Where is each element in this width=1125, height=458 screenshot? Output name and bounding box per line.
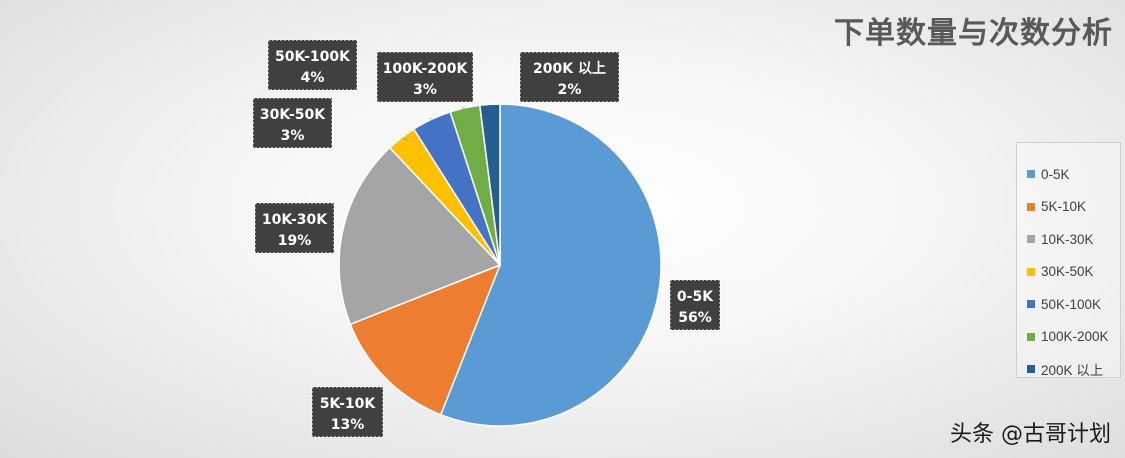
legend-item: 0-5K xyxy=(1017,158,1120,191)
data-label-box xyxy=(267,39,358,91)
data-label: 30K-50K 3% xyxy=(252,97,333,149)
data-label-value: 56% xyxy=(678,310,712,326)
legend-swatch xyxy=(1027,267,1035,276)
data-label-box xyxy=(252,97,333,149)
pie-slice-5K-10K xyxy=(349,263,502,416)
leader-line xyxy=(401,137,409,141)
data-label-value: 13% xyxy=(331,417,365,433)
legend-item: 100K-200K xyxy=(1017,321,1120,354)
data-label-category: 10K-30K xyxy=(262,212,328,228)
legend-label: 200K 以上 xyxy=(1041,363,1104,379)
data-label-category: 100K-200K xyxy=(383,61,469,77)
legend-label: 10K-30K xyxy=(1041,231,1094,247)
data-label-value: 3% xyxy=(281,128,305,144)
pie-slice-10K-30K xyxy=(338,146,502,326)
data-label-value: 4% xyxy=(301,70,325,86)
legend-item: 10K-30K xyxy=(1017,223,1120,256)
legend-item: 5K-10K xyxy=(1017,191,1120,224)
pie-slice-200K 以上 xyxy=(478,103,501,266)
legend: 0-5K 5K-10K 10K-30K 30K-50K 50K-100K 100K-200… xyxy=(1016,142,1121,378)
legend-label: 5K-10K xyxy=(1041,199,1087,215)
data-label-box xyxy=(311,386,384,438)
data-label-category: 50K-100K xyxy=(275,49,351,65)
legend-label: 30K-50K xyxy=(1041,264,1094,280)
legend-swatch xyxy=(1027,170,1035,179)
legend-item: 50K-100K xyxy=(1017,288,1120,321)
legend-item: 200K 以上 xyxy=(1017,353,1120,386)
legend-swatch xyxy=(1027,332,1035,341)
legend-item: 30K-50K xyxy=(1017,256,1120,289)
legend-label: 0-5K xyxy=(1041,166,1070,182)
data-label-box xyxy=(254,202,335,254)
data-label-box xyxy=(669,279,721,331)
legend-label: 50K-100K xyxy=(1041,296,1102,312)
legend-swatch xyxy=(1027,235,1035,244)
chart-title: 下单数量与次数分析 xyxy=(834,16,1113,51)
data-label-category: 30K-50K xyxy=(260,107,326,123)
legend-swatch xyxy=(1027,365,1035,374)
data-label: 5K-10K 13% xyxy=(311,386,384,438)
pie-slice-0-5K xyxy=(439,103,662,427)
data-label: 10K-30K 19% xyxy=(254,202,335,254)
legend-label: 100K-200K xyxy=(1041,329,1109,345)
data-label: 0-5K 56% xyxy=(669,279,721,331)
data-label-value: 3% xyxy=(413,82,437,98)
data-label-category: 200K 以上 xyxy=(533,61,606,77)
data-label: 100K-200K 3% xyxy=(376,51,474,103)
data-label: 50K-100K 4% xyxy=(267,39,358,91)
data-label-category: 5K-10K xyxy=(320,396,377,412)
data-label-category: 0-5K xyxy=(677,289,714,305)
legend-swatch xyxy=(1027,300,1035,309)
legend-swatch xyxy=(1027,202,1035,211)
data-label-value: 19% xyxy=(278,233,312,249)
data-label-box xyxy=(519,51,620,103)
data-label-box xyxy=(376,51,474,103)
data-label-value: 2% xyxy=(558,82,582,98)
data-label: 200K 以上 2% xyxy=(519,51,620,103)
leader-line xyxy=(429,117,432,120)
watermark: 头条 @古哥计划 xyxy=(950,422,1111,447)
